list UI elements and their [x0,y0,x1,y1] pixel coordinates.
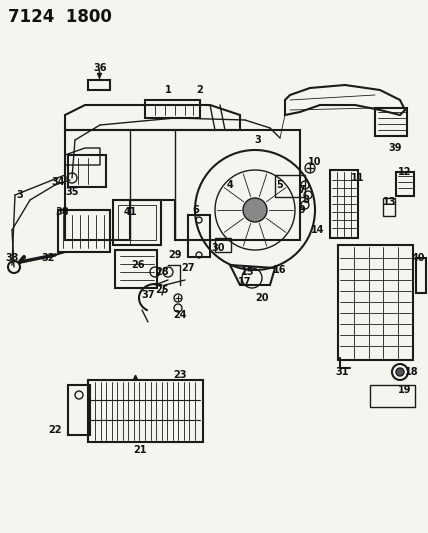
Text: 33: 33 [5,253,19,263]
Text: 24: 24 [173,310,187,320]
Text: 9: 9 [299,205,305,215]
Bar [88,80,110,90]
Text: 3: 3 [17,190,24,200]
Bar [188,215,210,257]
Text: 11: 11 [351,173,365,183]
Text: 23: 23 [173,370,187,380]
Bar [113,200,161,245]
Text: 34: 34 [51,177,65,187]
Bar [383,198,395,216]
Text: 8: 8 [303,195,309,205]
Text: 28: 28 [155,267,169,277]
Bar [330,170,358,238]
Text: 36: 36 [93,63,107,73]
Text: 35: 35 [65,187,79,197]
Text: 25: 25 [155,285,169,295]
Text: 17: 17 [238,277,252,287]
Text: 31: 31 [335,367,349,377]
Bar [375,108,407,136]
Text: 32: 32 [41,253,55,263]
Text: 3: 3 [255,135,262,145]
Text: 16: 16 [273,265,287,275]
Text: 12: 12 [398,167,412,177]
Circle shape [396,368,404,376]
Bar [118,205,156,240]
Text: 18: 18 [405,367,419,377]
Text: 38: 38 [55,207,69,217]
Text: 39: 39 [388,143,402,153]
Text: 2: 2 [196,85,203,95]
Bar [145,100,200,118]
Bar [115,250,157,288]
Text: 21: 21 [133,445,147,455]
Text: 7: 7 [299,185,305,195]
Text: 13: 13 [383,197,397,207]
Text: 22: 22 [48,425,62,435]
Text: 7124  1800: 7124 1800 [8,8,112,26]
Text: 5: 5 [276,180,283,190]
Text: 4: 4 [226,180,233,190]
Circle shape [243,198,267,222]
Bar [88,380,203,442]
Text: 20: 20 [255,293,269,303]
Bar [416,258,426,293]
Text: 10: 10 [308,157,322,167]
Bar [68,155,106,187]
Text: 37: 37 [141,290,155,300]
Bar [215,238,231,252]
Text: 15: 15 [241,267,255,277]
Text: 29: 29 [168,250,182,260]
Text: 27: 27 [181,263,195,273]
Text: 40: 40 [411,253,425,263]
Text: 1: 1 [165,85,171,95]
Text: 30: 30 [211,243,225,253]
Text: 26: 26 [131,260,145,270]
Text: 19: 19 [398,385,412,395]
Bar [58,210,110,252]
Bar [338,245,413,360]
Text: 41: 41 [123,207,137,217]
Bar [370,385,415,407]
Bar [396,172,414,196]
Bar [68,385,90,435]
Bar [275,175,305,197]
Text: 14: 14 [311,225,325,235]
Text: 6: 6 [193,205,199,215]
